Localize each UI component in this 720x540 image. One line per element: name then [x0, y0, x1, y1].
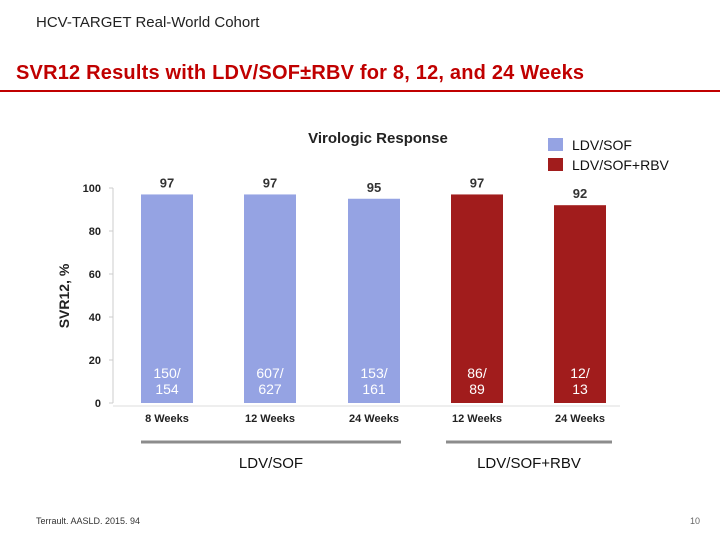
y-tick-label: 40: [89, 312, 101, 324]
y-tick-label: 0: [95, 398, 101, 410]
bar-count-label: 13: [572, 381, 588, 397]
bar-count-label: 154: [155, 381, 179, 397]
bar-count-label: 627: [258, 381, 282, 397]
bar-count-label: 89: [469, 381, 485, 397]
bar: [554, 205, 606, 403]
bar-count-label: 12/: [570, 365, 590, 381]
bar: [348, 198, 400, 403]
y-tick-label: 60: [89, 269, 101, 281]
bar-count-label: 161: [362, 381, 386, 397]
citation: Terrault. AASLD. 2015. 94: [36, 516, 141, 526]
slide-title: SVR12 Results with LDV/SOF±RBV for 8, 12…: [16, 62, 585, 84]
supertitle: HCV-TARGET Real-World Cohort: [36, 14, 260, 31]
x-tick-label: 24 Weeks: [555, 413, 605, 425]
y-tick-label: 80: [89, 226, 101, 238]
legend-label: LDV/SOF: [572, 137, 632, 153]
bar-count-label: 86/: [467, 365, 487, 381]
x-tick-label: 8 Weeks: [145, 413, 189, 425]
x-tick-label: 24 Weeks: [349, 413, 399, 425]
bar-value-label: 97: [263, 175, 277, 190]
legend-swatch: [548, 138, 563, 151]
group-label: LDV/SOF+RBV: [477, 455, 581, 472]
group-label: LDV/SOF: [239, 455, 303, 472]
bar: [244, 194, 296, 403]
y-tick-label: 20: [89, 355, 101, 367]
bar-count-label: 607/: [256, 365, 283, 381]
bar-value-label: 92: [573, 186, 587, 201]
bar: [451, 194, 503, 403]
page-number: 10: [690, 516, 701, 526]
y-tick-label: 100: [83, 183, 101, 195]
legend-swatch: [548, 158, 563, 171]
x-tick-label: 12 Weeks: [452, 413, 502, 425]
bar-value-label: 95: [367, 180, 381, 195]
bar: [141, 194, 193, 403]
bar-value-label: 97: [470, 175, 484, 190]
legend-label: LDV/SOF+RBV: [572, 157, 670, 173]
bar-count-label: 150/: [153, 365, 180, 381]
chart-title: Virologic Response: [308, 130, 448, 147]
x-tick-label: 12 Weeks: [245, 413, 295, 425]
bar-count-label: 153/: [360, 365, 387, 381]
bar-value-label: 97: [160, 175, 174, 190]
title-rule: [0, 90, 720, 92]
y-axis-label: SVR12, %: [56, 263, 72, 328]
